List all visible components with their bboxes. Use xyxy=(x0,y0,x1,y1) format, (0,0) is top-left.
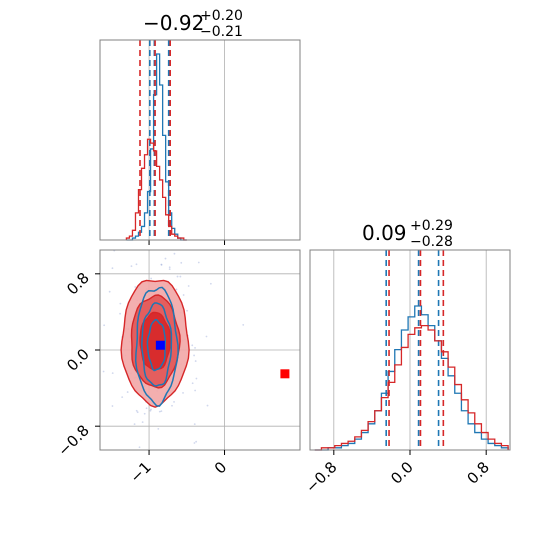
sample-point xyxy=(195,440,198,443)
hist-series-0 xyxy=(314,305,509,451)
sample-point xyxy=(168,266,171,269)
sample-point xyxy=(150,277,153,280)
contour-a-1 xyxy=(141,302,173,387)
sample-point xyxy=(158,410,161,413)
sample-point xyxy=(175,288,178,291)
title-param1-median: −0.92 xyxy=(143,11,204,35)
sample-point xyxy=(160,263,163,266)
sample-point xyxy=(180,261,183,264)
sample-point xyxy=(136,411,139,414)
sample-point xyxy=(209,282,212,285)
sample-point xyxy=(176,275,179,278)
tick-label-x-0: −0.8 xyxy=(302,458,340,496)
sample-point xyxy=(145,407,148,410)
title-param1: −0.92 +0.20 −0.21 xyxy=(143,8,243,40)
sample-point xyxy=(126,391,129,393)
sample-point xyxy=(242,323,245,326)
sample-point xyxy=(173,252,176,255)
frame-hist-param1 xyxy=(99,39,301,241)
tick-label-x-2: 0.8 xyxy=(463,458,493,488)
sample-point xyxy=(182,294,185,296)
sample-point xyxy=(160,410,163,413)
sample-point xyxy=(197,261,200,264)
sample-point xyxy=(187,285,190,287)
sample-point xyxy=(194,389,197,392)
contour-a-2 xyxy=(146,319,167,372)
title-param2: 0.09 +0.29 −0.28 xyxy=(362,218,453,250)
sample-point xyxy=(141,421,144,424)
marker-square-0 xyxy=(155,340,165,350)
sample-point xyxy=(149,409,152,412)
tick-label-y-2: 0.8 xyxy=(63,269,93,299)
panel-hist-param2: −0.8 0.0 0.8 xyxy=(302,249,511,497)
panel-2d-contour: −1 0 −0.8 0.0 0.8 xyxy=(54,249,301,486)
sample-point xyxy=(103,324,106,327)
sample-point xyxy=(193,423,196,426)
title-param2-upper: +0.29 xyxy=(410,218,453,234)
sample-point xyxy=(157,427,160,430)
panel-hist-param1 xyxy=(99,39,301,245)
title-param2-lower: −0.28 xyxy=(410,234,453,250)
sample-point xyxy=(111,372,114,375)
sample-point xyxy=(119,302,122,305)
sample-point xyxy=(186,309,188,312)
sample-point xyxy=(164,257,167,260)
sample-point xyxy=(194,360,197,362)
sample-point xyxy=(133,423,136,426)
tick-label-x-1: 0 xyxy=(211,458,230,477)
sample-point xyxy=(134,286,137,288)
sample-point xyxy=(206,404,209,407)
sample-point xyxy=(111,267,114,270)
sample-point xyxy=(191,382,194,385)
sample-point xyxy=(193,442,196,444)
sample-point xyxy=(173,401,175,403)
title-param2-median: 0.09 xyxy=(362,221,407,245)
tick-label-y-1: 0.0 xyxy=(63,345,93,375)
marker-square-1 xyxy=(280,369,290,379)
sample-point xyxy=(168,268,171,271)
tick-label-x-1: 0.0 xyxy=(387,458,417,488)
title-param1-upper: +0.20 xyxy=(200,8,243,24)
sample-point xyxy=(171,404,173,407)
sample-point xyxy=(135,263,138,266)
sample-point xyxy=(130,265,133,268)
sample-point xyxy=(194,346,196,349)
hist-series-1 xyxy=(125,138,187,241)
sample-point xyxy=(135,409,138,412)
tick-label-y-0: −0.8 xyxy=(54,421,92,459)
sample-point xyxy=(111,405,114,407)
title-param1-lower: −0.21 xyxy=(200,24,243,40)
sample-point xyxy=(179,275,182,278)
sample-point xyxy=(138,446,141,449)
sample-point xyxy=(108,290,111,293)
sample-point xyxy=(119,312,121,315)
contour-a-0 xyxy=(134,286,179,407)
sample-point xyxy=(193,354,195,357)
sample-point xyxy=(195,377,198,380)
sample-point xyxy=(102,370,105,373)
sample-point xyxy=(150,408,152,411)
sample-point xyxy=(143,412,146,415)
sample-point xyxy=(191,344,194,347)
sample-point xyxy=(205,335,208,338)
sample-point xyxy=(160,263,163,266)
tick-label-x-0: −1 xyxy=(127,458,155,486)
hist-series-0 xyxy=(126,53,187,241)
sample-point xyxy=(182,392,184,394)
sample-point xyxy=(121,396,124,399)
hist-series-1 xyxy=(314,324,509,451)
